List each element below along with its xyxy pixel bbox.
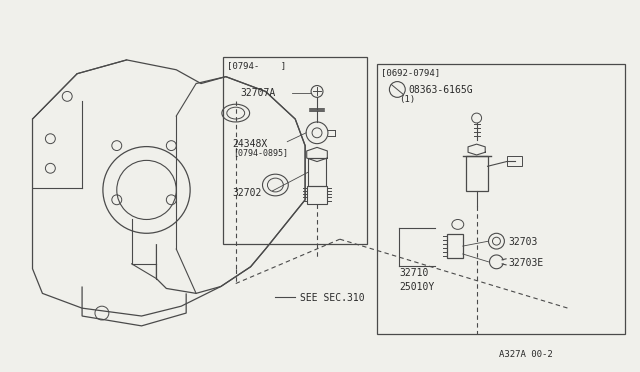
Text: 08363-6165G: 08363-6165G: [408, 84, 473, 94]
Text: (1): (1): [399, 95, 415, 105]
Bar: [466, 157, 488, 191]
Text: SEE SEC.310: SEE SEC.310: [300, 294, 365, 304]
Text: A327A 00-2: A327A 00-2: [499, 350, 553, 359]
Text: [0794-0895]: [0794-0895]: [233, 148, 288, 158]
Bar: [378, 64, 625, 334]
Text: 32703: 32703: [508, 237, 538, 247]
Text: [0794-    ]: [0794- ]: [227, 61, 286, 70]
Text: 24348X: 24348X: [233, 139, 268, 149]
Bar: [307, 186, 327, 204]
Bar: [447, 234, 463, 258]
Text: 25010Y: 25010Y: [399, 282, 435, 292]
Text: 32703E: 32703E: [508, 258, 543, 268]
Text: 32702: 32702: [233, 188, 262, 198]
Text: 32707A: 32707A: [241, 89, 276, 99]
Text: [0692-0794]: [0692-0794]: [381, 68, 440, 77]
Bar: [223, 57, 367, 244]
Bar: [508, 157, 522, 166]
Text: 32710: 32710: [399, 268, 429, 278]
Bar: [308, 158, 326, 186]
